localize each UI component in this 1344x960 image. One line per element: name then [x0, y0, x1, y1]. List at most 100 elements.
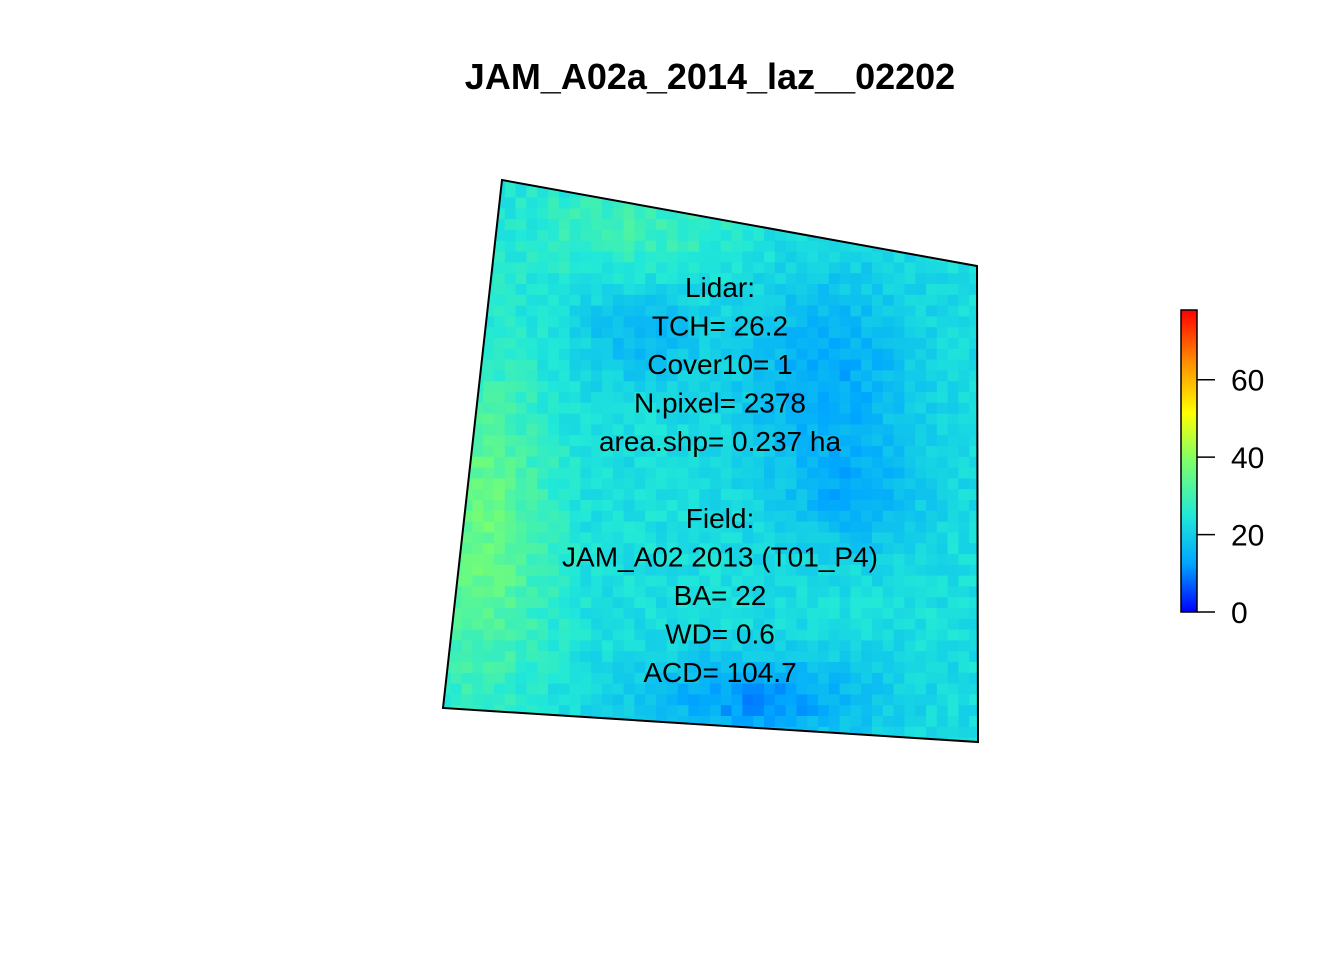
raster-cell: [785, 413, 797, 425]
raster-cell: [558, 338, 571, 350]
raster-cell: [558, 197, 571, 209]
raster-cell: [753, 392, 765, 404]
raster-cell: [558, 413, 571, 425]
raster-cell: [591, 651, 603, 663]
raster-cell: [623, 737, 635, 742]
raster-cell: [947, 705, 959, 717]
raster-cell: [839, 554, 851, 566]
raster-cell: [537, 240, 549, 253]
raster-cell: [839, 543, 851, 555]
raster-cell: [818, 651, 830, 663]
raster-cell: [893, 294, 905, 307]
raster-cell: [774, 294, 787, 307]
raster-cell: [839, 694, 851, 706]
raster-cell: [612, 456, 625, 469]
raster-cell: [926, 597, 938, 609]
raster-cell: [926, 294, 938, 307]
raster-cell: [774, 543, 787, 555]
raster-cell: [958, 262, 970, 274]
raster-cell: [548, 327, 560, 339]
raster-cell: [558, 284, 571, 296]
raster-cell: [461, 683, 473, 695]
raster-cell: [893, 284, 905, 296]
raster-cell: [537, 305, 549, 317]
raster-cell: [850, 510, 862, 523]
raster-cell: [472, 197, 484, 209]
raster-cell: [580, 424, 592, 436]
raster-cell: [958, 392, 970, 404]
raster-cell: [483, 683, 495, 695]
raster-cell: [677, 651, 689, 663]
raster-cell: [634, 521, 646, 533]
raster-cell: [526, 370, 538, 382]
raster-cell: [947, 338, 959, 350]
raster-cell: [893, 532, 905, 544]
raster-cell: [774, 554, 787, 566]
raster-cell: [483, 564, 495, 577]
raster-cell: [958, 716, 970, 728]
raster-cell: [980, 630, 991, 641]
raster-cell: [828, 413, 841, 425]
raster-cell: [677, 683, 689, 695]
raster-cell: [936, 446, 949, 458]
raster-cell: [666, 640, 679, 652]
raster-cell: [936, 284, 949, 296]
raster-cell: [742, 716, 754, 728]
raster-cell: [926, 683, 938, 695]
raster-cell: [461, 467, 473, 479]
raster-cell: [753, 564, 765, 577]
raster-cell: [472, 402, 484, 415]
raster-cell: [688, 640, 700, 652]
raster-cell: [861, 683, 873, 695]
raster-cell: [602, 629, 614, 641]
raster-cell: [947, 543, 959, 555]
raster-cell: [591, 348, 603, 361]
raster-cell: [882, 294, 895, 307]
raster-cell: [850, 651, 862, 663]
raster-cell: [591, 381, 603, 393]
raster-cell: [558, 608, 571, 620]
raster-cell: [526, 575, 538, 587]
raster-cell: [548, 197, 560, 209]
raster-cell: [915, 586, 927, 598]
raster-cell: [494, 608, 506, 620]
raster-cell: [850, 726, 862, 739]
raster-cell: [645, 413, 657, 425]
raster-cell: [710, 716, 722, 728]
raster-cell: [850, 273, 862, 285]
raster-cell: [785, 456, 797, 469]
raster-cell: [569, 489, 581, 501]
raster-cell: [731, 327, 743, 339]
raster-cell: [818, 575, 830, 587]
raster-cell: [731, 413, 743, 425]
raster-cell: [483, 500, 495, 512]
raster-cell: [969, 424, 978, 436]
raster-cell: [904, 705, 916, 717]
raster-cell: [537, 456, 549, 469]
raster-cell: [548, 672, 560, 685]
raster-cell: [504, 586, 517, 598]
raster-cell: [861, 262, 873, 274]
raster-cell: [677, 273, 689, 285]
raster-cell: [872, 554, 884, 566]
raster-cell: [861, 618, 873, 631]
raster-cell: [882, 564, 895, 577]
raster-cell: [818, 554, 830, 566]
raster-cell: [634, 597, 646, 609]
raster-cell: [591, 197, 603, 209]
raster-cell: [623, 240, 635, 253]
raster-cell: [634, 446, 646, 458]
raster-cell: [904, 575, 916, 587]
raster-cell: [443, 338, 452, 350]
raster-cell: [656, 327, 668, 339]
raster-cell: [807, 305, 819, 317]
raster-cell: [861, 402, 873, 415]
raster-cell: [828, 618, 841, 631]
raster-cell: [602, 510, 614, 523]
raster-cell: [969, 618, 978, 631]
raster-cell: [872, 208, 884, 220]
raster-cell: [980, 360, 991, 371]
raster-cell: [526, 640, 538, 652]
raster-cell: [580, 338, 592, 350]
raster-cell: [472, 500, 484, 512]
